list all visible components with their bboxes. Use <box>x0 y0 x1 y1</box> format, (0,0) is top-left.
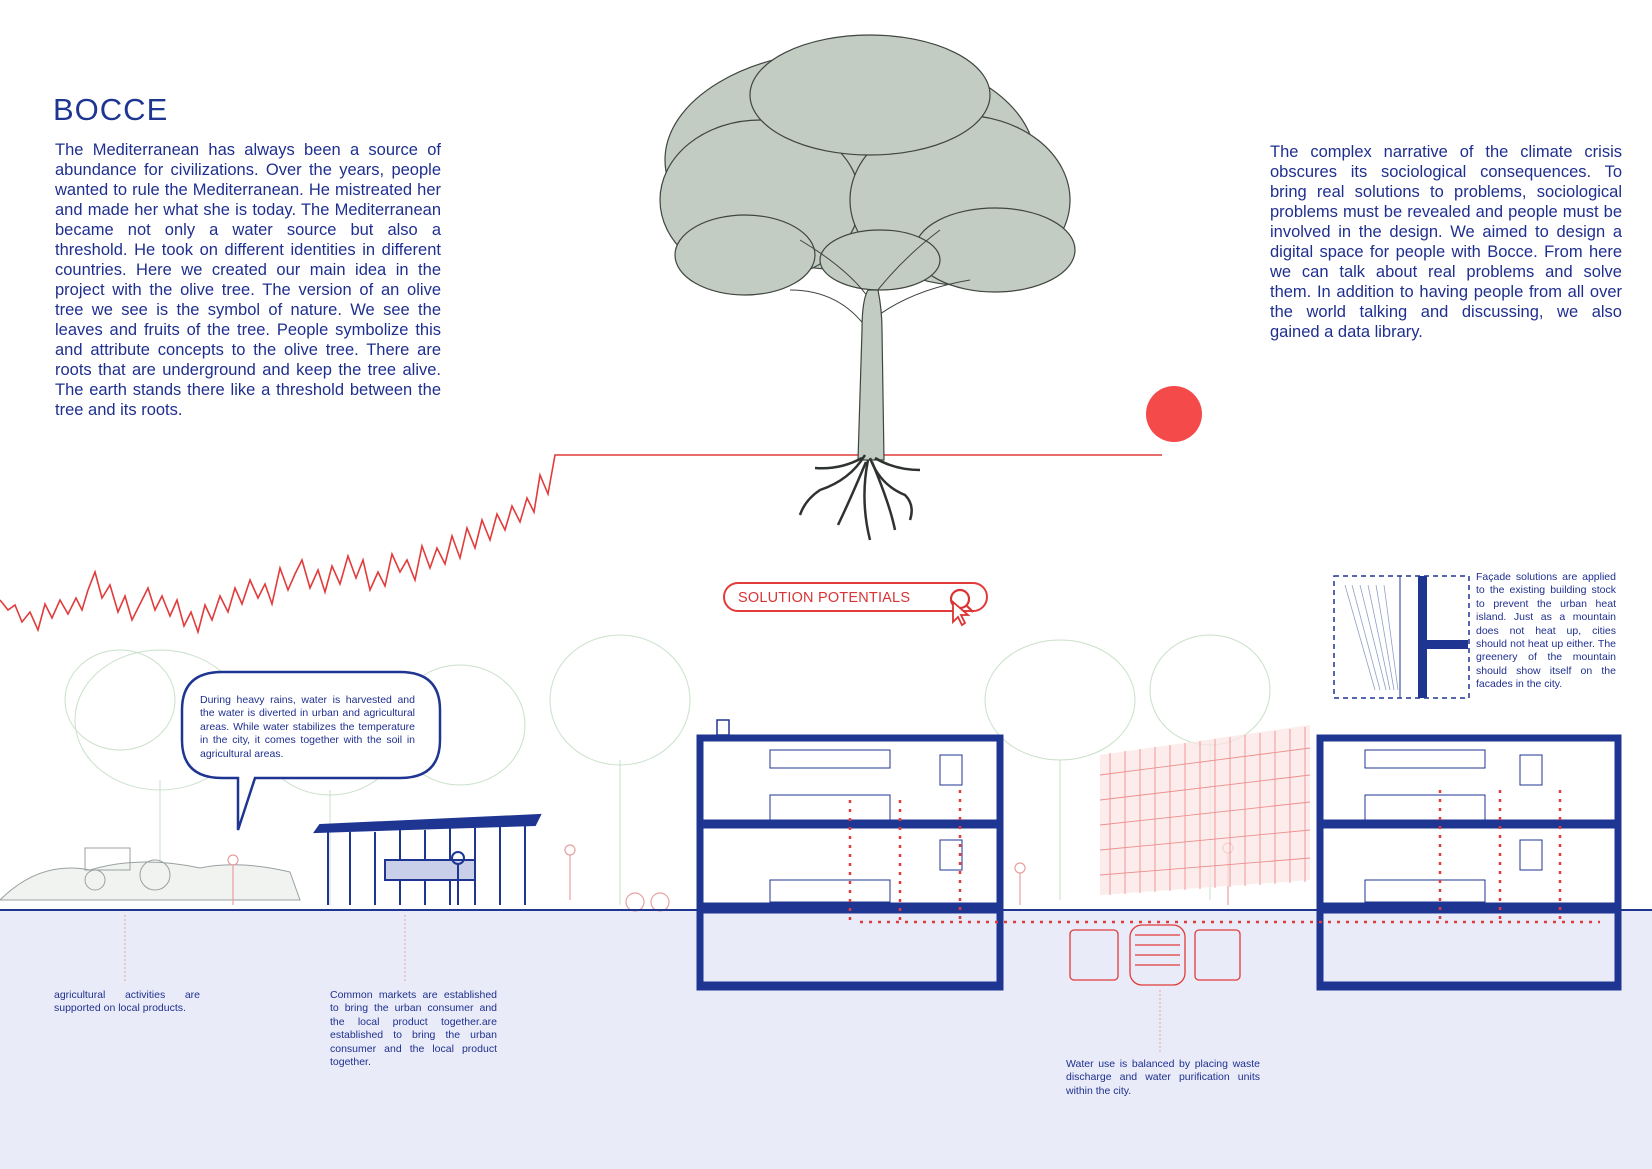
agriculture-note: agricultural activities are supported on… <box>54 989 200 1015</box>
water-note: Water use is balanced by placing waste d… <box>1066 1058 1260 1097</box>
market-note: Common markets are established to bring … <box>330 989 497 1069</box>
facade-note: Façade solutions are applied to the exis… <box>1476 571 1616 691</box>
underground-band <box>0 910 1652 1169</box>
facade-detail <box>1333 575 1470 699</box>
temperature-graph-line <box>0 454 1162 635</box>
poster-title: BOCCE <box>53 92 169 127</box>
water-pipes <box>848 790 1600 924</box>
water-tanks <box>1069 924 1241 986</box>
climate-paragraph: The complex narrative of the climate cri… <box>1270 143 1622 341</box>
people-figures <box>227 842 1234 912</box>
solution-potentials-button[interactable]: SOLUTION POTENTIALS <box>723 582 988 627</box>
market-shelter <box>313 813 542 905</box>
search-cursor-icon <box>949 588 974 627</box>
red-sun <box>1146 386 1202 442</box>
olive-tree-illustration <box>659 34 1076 541</box>
speech-bubble <box>180 670 442 831</box>
intro-paragraph: The Mediterranean has always been a sour… <box>55 141 441 419</box>
annotation-leaders <box>124 915 1161 1052</box>
green-facade-grid <box>1099 725 1311 895</box>
rain-harvest-note: During heavy rains, water is harvested a… <box>200 694 415 760</box>
solution-potentials-label: SOLUTION POTENTIALS <box>738 590 911 606</box>
building-section-right <box>1316 734 1622 991</box>
agricultural-field <box>0 847 301 901</box>
